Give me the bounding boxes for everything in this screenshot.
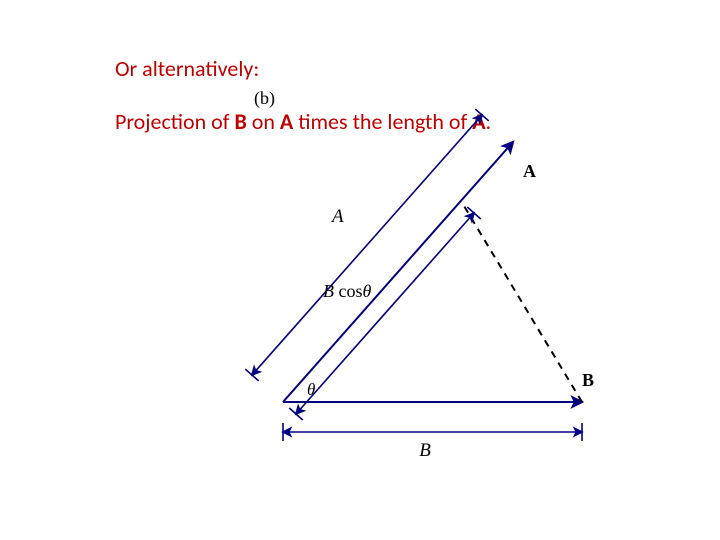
vector-projection-diagram: (b) A B cosθ B A Bθ [0, 0, 720, 540]
svg-text:B: B [582, 370, 594, 390]
svg-text:θ: θ [307, 380, 315, 399]
svg-text:B cosθ: B cosθ [323, 281, 372, 301]
svg-text:A: A [330, 206, 344, 227]
svg-text:A: A [523, 161, 536, 181]
svg-text:(b): (b) [254, 88, 275, 109]
svg-text:B: B [419, 440, 431, 461]
